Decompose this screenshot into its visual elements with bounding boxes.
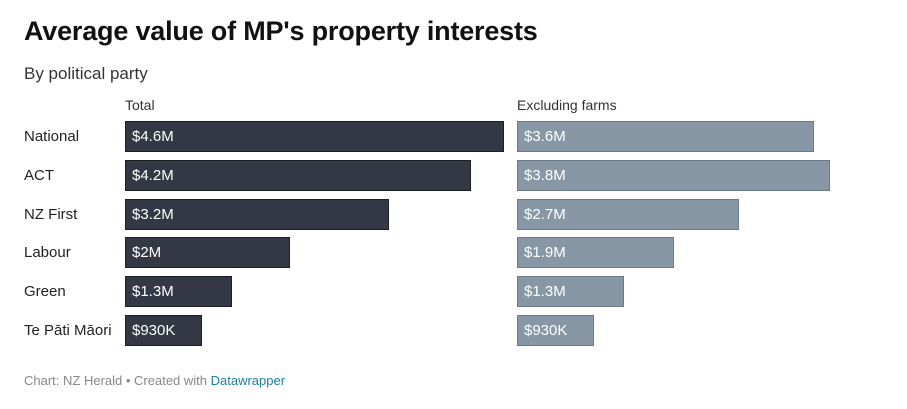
bar-value-label: $930K (132, 322, 176, 339)
category-label: ACT (24, 166, 54, 184)
category-label: Labour (24, 244, 71, 262)
bar-value-label: $930K (524, 322, 568, 339)
category-label: Te Pāti Māori (24, 322, 112, 339)
excluding-farms-bar: $930K (517, 315, 594, 346)
bar-value-label: $3.6M (524, 128, 566, 145)
bar-value-label: $1.3M (524, 283, 566, 301)
footer-source: Chart: NZ Herald • Created with (24, 373, 211, 388)
bar-value-label: $1.3M (132, 283, 174, 301)
column-header-total: Total (125, 97, 155, 113)
category-label: National (24, 128, 80, 145)
total-bar: $2M (125, 237, 290, 269)
column-header-excluding-farms: Excluding farms (517, 97, 617, 113)
total-bar: $930K (125, 315, 202, 346)
bar-value-label: $2M (132, 244, 162, 262)
excluding-farms-bar: $1.9M (517, 237, 674, 269)
excluding-farms-bar: $2.7M (517, 198, 739, 230)
bar-value-label: $4.6M (132, 128, 174, 145)
datawrapper-link[interactable]: Datawrapper (210, 373, 286, 388)
bar-value-label: $3.8M (524, 166, 566, 184)
total-bar: $3.2M (125, 198, 389, 230)
category-label: Green (24, 283, 66, 301)
chart-title: Average value of MP's property interests (24, 16, 538, 46)
chart-subtitle: By political party (24, 64, 148, 83)
category-label: NZ First (24, 205, 78, 223)
bar-value-label: $4.2M (132, 166, 174, 184)
total-bar: $1.3M (125, 276, 232, 308)
bar-value-label: $3.2M (132, 205, 174, 223)
excluding-farms-bar: $3.8M (517, 159, 830, 191)
bar-value-label: $2.7M (524, 205, 566, 223)
excluding-farms-bar: $1.3M (517, 276, 624, 308)
chart-footer: Chart: NZ Herald • Created with Datawrap… (24, 373, 285, 388)
total-bar: $4.6M (125, 121, 504, 152)
total-bar: $4.2M (125, 159, 471, 191)
bar-value-label: $1.9M (524, 244, 566, 262)
excluding-farms-bar: $3.6M (517, 121, 814, 152)
